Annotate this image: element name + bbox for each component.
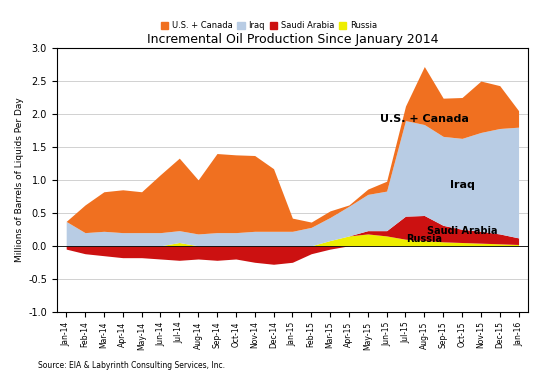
Text: U.S. + Canada: U.S. + Canada (380, 114, 469, 124)
Text: Russia: Russia (406, 234, 443, 244)
Title: Incremental Oil Production Since January 2014: Incremental Oil Production Since January… (147, 32, 438, 45)
Text: Iraq: Iraq (450, 180, 475, 190)
Legend: U.S. + Canada, Iraq, Saudi Arabia, Russia: U.S. + Canada, Iraq, Saudi Arabia, Russi… (157, 18, 380, 33)
Text: Saudi Arabia: Saudi Arabia (427, 226, 497, 236)
Y-axis label: Millions of Barrels of Liquids Per Day: Millions of Barrels of Liquids Per Day (15, 97, 24, 262)
Text: Source: EIA & Labyrinth Consulting Services, Inc.: Source: EIA & Labyrinth Consulting Servi… (38, 361, 225, 370)
